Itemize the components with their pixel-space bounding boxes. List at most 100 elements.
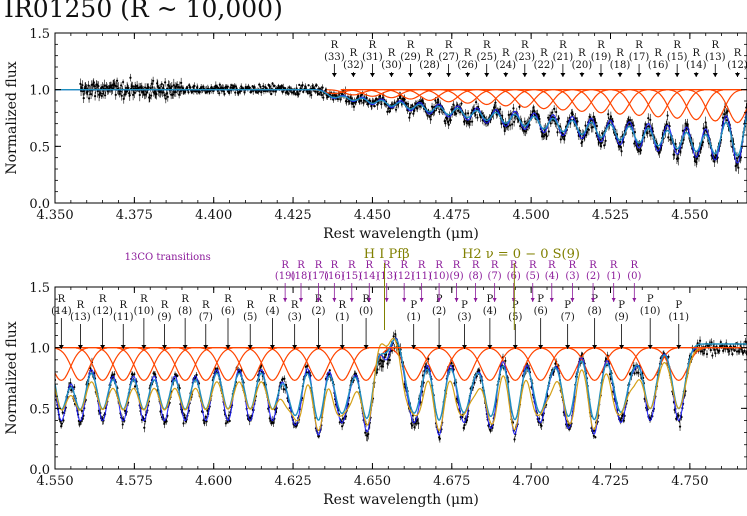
data-point — [512, 107, 515, 110]
data-point — [321, 86, 324, 89]
data-point — [247, 85, 250, 88]
line-label-branch: P — [675, 300, 682, 311]
line-label-j: (3) — [288, 312, 302, 323]
co13-arrowhead — [437, 298, 442, 302]
data-point — [298, 83, 301, 87]
data-point — [731, 352, 734, 356]
data-point — [665, 123, 669, 126]
line-label-branch: R — [350, 48, 358, 59]
data-point — [438, 437, 441, 440]
gaussian-component — [612, 89, 666, 117]
line-label-branch: R — [635, 40, 643, 51]
line-arrowhead — [617, 73, 623, 77]
line-label-branch: R — [445, 40, 453, 51]
data-point — [129, 76, 132, 79]
data-point — [163, 94, 166, 97]
line-label-branch: P — [564, 300, 571, 311]
data-point — [131, 85, 134, 88]
model-total-line — [55, 338, 747, 421]
line-label-j: (1) — [407, 312, 421, 323]
gaussian-component — [463, 347, 517, 382]
line-label-branch: R — [597, 40, 605, 51]
data-point — [331, 94, 334, 97]
co13-arrowhead — [632, 298, 637, 302]
y-tick-label: 1.5 — [29, 27, 50, 42]
co13-label-j: (3) — [565, 271, 579, 282]
data-point — [553, 107, 556, 110]
model-total-line — [55, 89, 747, 157]
data-point — [513, 438, 516, 441]
data-point — [460, 102, 463, 105]
data-point — [271, 82, 274, 85]
line-label-j: (5) — [508, 312, 522, 323]
line-arrowhead — [592, 345, 598, 349]
data-point — [523, 120, 526, 123]
line-label-j: (22) — [534, 60, 555, 71]
data-point — [633, 372, 636, 375]
data-point — [360, 99, 363, 102]
line-arrowhead — [619, 345, 625, 349]
line-arrowhead — [512, 345, 518, 349]
data-point — [545, 135, 548, 138]
line-arrowhead — [647, 345, 653, 349]
data-point — [703, 348, 706, 351]
gaussian-component — [440, 89, 495, 104]
co13-label-branch: R — [331, 260, 339, 271]
gaussian-component — [245, 347, 300, 382]
line-label-branch: P — [591, 294, 598, 305]
data-point — [365, 96, 368, 100]
data-point — [288, 86, 291, 89]
line-label-j: (25) — [476, 52, 497, 63]
data-point — [408, 112, 412, 115]
data-point — [120, 94, 123, 97]
gaussian-component — [669, 89, 723, 121]
data-point — [216, 85, 219, 88]
line-arrowhead — [182, 345, 188, 349]
data-point — [474, 101, 478, 104]
data-point — [737, 166, 740, 169]
data-point — [228, 419, 231, 423]
line-label-j: (4) — [483, 306, 497, 317]
data-point — [678, 425, 682, 428]
data-point — [103, 94, 107, 97]
data-point — [555, 110, 558, 114]
observed-series — [79, 73, 747, 174]
line-label-branch: P — [618, 300, 625, 311]
line-labels: R(33) R(32)R(31) R(30)R(29) R(28)R(27) R(26)… — [324, 40, 747, 77]
line-label-branch: R — [654, 48, 662, 59]
data-point — [87, 84, 90, 87]
y-tick-label: 0.5 — [29, 140, 50, 155]
co13-label-branch: R — [529, 260, 537, 271]
data-point — [681, 129, 685, 132]
line-label-branch: R — [559, 40, 567, 51]
data-point — [417, 422, 420, 425]
line-label-j: (1) — [335, 312, 349, 323]
line-label-j: (33) — [324, 52, 345, 63]
gaussian-component — [623, 347, 677, 382]
data-point — [80, 409, 84, 413]
gaussian-component — [267, 347, 322, 382]
data-point — [633, 142, 636, 145]
data-point — [169, 87, 172, 90]
data-point — [373, 105, 376, 108]
line-label-branch: R — [616, 48, 624, 59]
line-arrowhead — [693, 73, 699, 77]
co13-arrowhead — [473, 298, 478, 302]
line-label-j: (28) — [419, 60, 440, 71]
data-point — [114, 93, 117, 96]
line-arrowhead — [350, 73, 356, 77]
line-arrowhead — [598, 73, 604, 77]
data-point — [121, 423, 124, 426]
data-point — [332, 98, 335, 101]
co13-label-branch: R — [400, 260, 408, 271]
x-tick-label: 4.750 — [671, 474, 708, 489]
data-point — [306, 92, 310, 95]
data-point — [198, 90, 201, 93]
line-arrowhead — [77, 345, 83, 349]
data-point — [143, 426, 146, 429]
data-point — [547, 116, 550, 119]
model-13co-line — [55, 337, 747, 432]
line-label-j: (14) — [51, 306, 72, 317]
co13-label-branch: R — [281, 260, 289, 271]
